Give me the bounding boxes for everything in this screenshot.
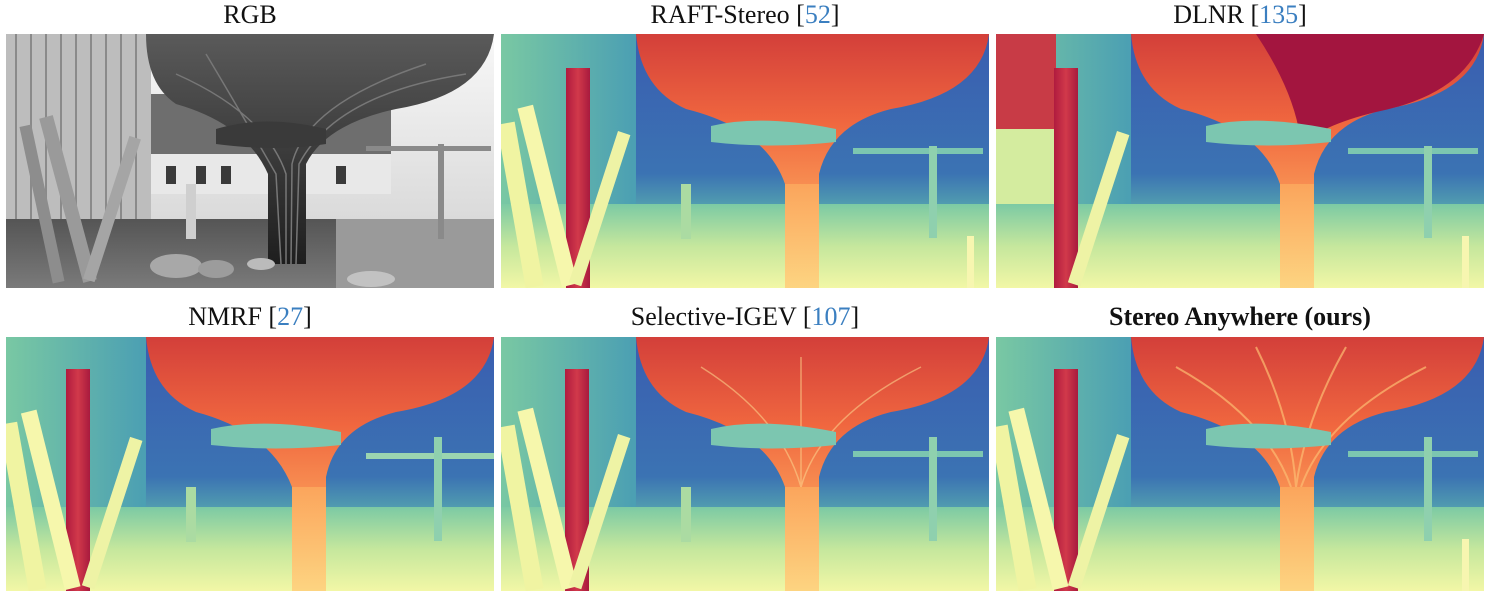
disparity-map-ours: [996, 337, 1484, 591]
citation-ref[interactable]: 135: [1259, 0, 1299, 29]
citation-ref[interactable]: 107: [811, 302, 851, 331]
disparity-map-nmrf: [6, 337, 494, 591]
citation-ref[interactable]: 52: [804, 0, 831, 29]
panel-title-nmrf: NMRF [27]: [188, 302, 312, 331]
disparity-map-raft: [501, 34, 989, 288]
panel-title-rgb: RGB: [223, 0, 277, 29]
rgb-image: [6, 34, 494, 288]
panel-title-ours: Stereo Anywhere (ours): [1109, 302, 1371, 331]
citation-ref[interactable]: 27: [277, 302, 304, 331]
panel-title-dlnr: DLNR [135]: [1173, 0, 1307, 29]
disparity-map-dlnr: [996, 34, 1484, 288]
panel-title-selective: Selective-IGEV [107]: [630, 302, 860, 331]
disparity-map-selective: [501, 337, 989, 591]
panel-title-raft: RAFT-Stereo [52]: [650, 0, 840, 29]
